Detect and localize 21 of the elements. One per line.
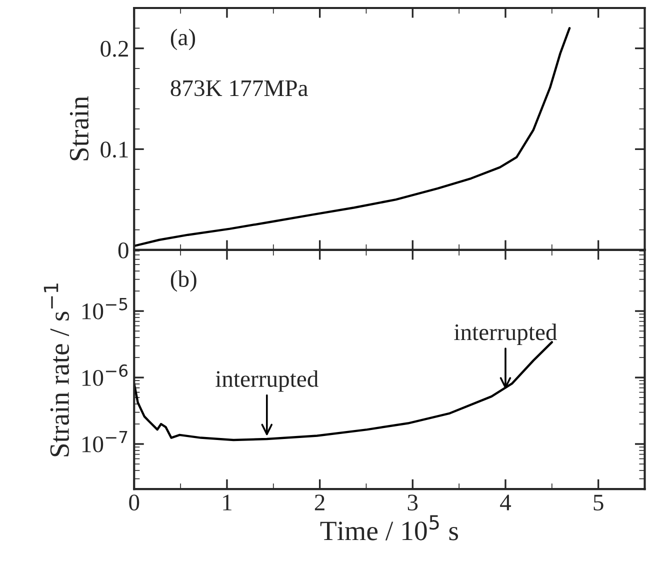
x-axis-title: Time / 10$^{5}$ s bbox=[320, 515, 458, 540]
y-tick-label: 0 bbox=[118, 242, 128, 258]
y-tick-label: 0.1 bbox=[100, 142, 128, 158]
x-tick-label: 3 bbox=[408, 494, 418, 511]
y-tick-label: 0.2 bbox=[100, 40, 128, 57]
annotation: interrupted bbox=[454, 324, 557, 346]
line-series bbox=[134, 27, 571, 248]
x-tick-label: 1 bbox=[223, 494, 232, 510]
x-tick-label: 2 bbox=[314, 494, 324, 510]
x-tick-label: 0 bbox=[129, 494, 140, 511]
annotation: (a) bbox=[170, 28, 196, 50]
y-tick-label: 10$^{−5}$ bbox=[82, 298, 128, 320]
annotation: 873K 177MPa bbox=[170, 80, 308, 96]
annotation: interrupted bbox=[216, 370, 318, 392]
x-tick-label: 5 bbox=[594, 494, 604, 511]
annotation: (b) bbox=[170, 270, 196, 292]
y-tick-label: 10$^{−7}$ bbox=[82, 430, 128, 452]
x-tick-label: 4 bbox=[500, 494, 512, 510]
y-axis-title: Strain rate / s$^{−1}$ bbox=[44, 284, 70, 456]
y-axis-title: Strain bbox=[70, 96, 89, 160]
y-tick-label: 10$^{−6}$ bbox=[82, 364, 128, 386]
